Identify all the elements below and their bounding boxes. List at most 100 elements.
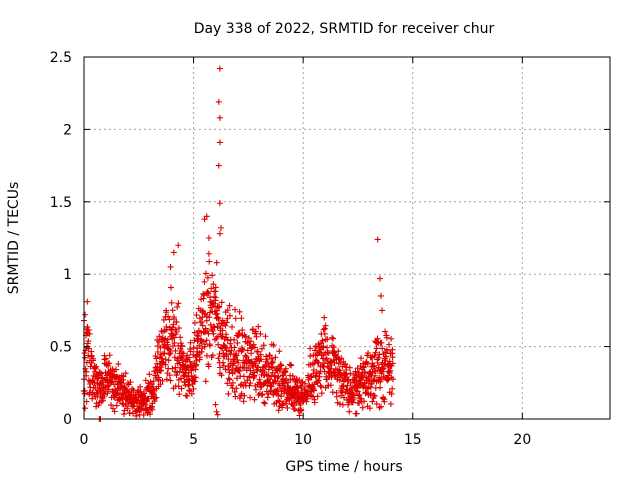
data-point xyxy=(371,352,378,359)
data-point xyxy=(225,390,232,397)
data-point xyxy=(202,270,209,277)
y-tick-label: 0 xyxy=(63,412,72,428)
data-point xyxy=(173,319,180,326)
data-point xyxy=(288,362,295,369)
data-point xyxy=(329,389,336,396)
data-point xyxy=(239,327,246,334)
data-points xyxy=(80,65,396,422)
data-point xyxy=(368,354,375,361)
data-point xyxy=(251,372,258,379)
data-point xyxy=(166,351,173,358)
data-point xyxy=(179,343,186,350)
data-point xyxy=(82,405,89,412)
data-point xyxy=(247,394,254,401)
data-point xyxy=(361,398,368,405)
data-point xyxy=(378,403,385,410)
data-point xyxy=(205,363,212,370)
data-point xyxy=(173,328,180,335)
data-point xyxy=(307,345,314,352)
data-point xyxy=(81,354,88,361)
data-point xyxy=(262,333,269,340)
data-point xyxy=(201,216,208,223)
data-point xyxy=(216,114,223,121)
data-point xyxy=(215,98,222,105)
data-point xyxy=(275,407,282,414)
data-point xyxy=(218,299,225,306)
data-point xyxy=(260,342,267,349)
data-point xyxy=(204,274,211,281)
data-point xyxy=(165,357,172,364)
data-point xyxy=(258,345,265,352)
data-point xyxy=(234,339,241,346)
data-point xyxy=(224,307,231,314)
data-point xyxy=(186,354,193,361)
data-point xyxy=(371,393,378,400)
data-point xyxy=(240,373,247,380)
data-point xyxy=(290,402,297,409)
data-point xyxy=(261,400,268,407)
data-point xyxy=(99,374,106,381)
data-point xyxy=(175,242,182,249)
data-point xyxy=(360,364,367,371)
data-point xyxy=(191,319,198,326)
data-point xyxy=(389,376,396,383)
data-point xyxy=(209,272,216,279)
data-point xyxy=(312,347,319,354)
data-point xyxy=(380,365,387,372)
data-point xyxy=(120,373,127,380)
data-point xyxy=(239,346,246,353)
data-point xyxy=(247,338,254,345)
data-point xyxy=(275,392,282,399)
x-axis-title: GPS time / hours xyxy=(285,459,402,475)
data-point xyxy=(371,362,378,369)
data-point xyxy=(266,352,273,359)
x-tick-label: 10 xyxy=(294,432,312,448)
data-point xyxy=(81,390,88,397)
data-point xyxy=(171,339,178,346)
data-point xyxy=(106,352,113,359)
data-point xyxy=(340,383,347,390)
data-point xyxy=(324,349,331,356)
data-point xyxy=(134,396,141,403)
data-point xyxy=(276,348,283,355)
data-point xyxy=(382,328,389,335)
data-point xyxy=(187,348,194,355)
data-point xyxy=(308,374,315,381)
data-point xyxy=(126,409,133,416)
data-point xyxy=(210,323,217,330)
data-point xyxy=(224,380,231,387)
data-point xyxy=(374,236,381,243)
data-point xyxy=(256,376,263,383)
data-point xyxy=(229,323,236,330)
data-point xyxy=(378,339,385,346)
data-point xyxy=(210,300,217,307)
grid-lines xyxy=(84,57,610,419)
data-point xyxy=(303,398,310,405)
data-point xyxy=(104,390,111,397)
data-point xyxy=(282,369,289,376)
data-point xyxy=(212,401,219,408)
data-point xyxy=(253,328,260,335)
data-point xyxy=(280,400,287,407)
data-point xyxy=(387,367,394,374)
data-point xyxy=(231,344,238,351)
data-point xyxy=(333,393,340,400)
data-point xyxy=(347,370,354,377)
data-point xyxy=(227,340,234,347)
data-point xyxy=(320,326,327,333)
data-point xyxy=(274,386,281,393)
data-point xyxy=(176,325,183,332)
data-point xyxy=(147,411,154,418)
data-point xyxy=(192,374,199,381)
data-point xyxy=(193,312,200,319)
data-point xyxy=(222,322,229,329)
data-point xyxy=(337,392,344,399)
data-point xyxy=(282,365,289,372)
data-point xyxy=(353,410,360,417)
data-point xyxy=(208,285,215,292)
data-point xyxy=(327,382,334,389)
data-point xyxy=(169,307,176,314)
data-point xyxy=(291,406,298,413)
data-point xyxy=(352,368,359,375)
data-point xyxy=(377,292,384,299)
